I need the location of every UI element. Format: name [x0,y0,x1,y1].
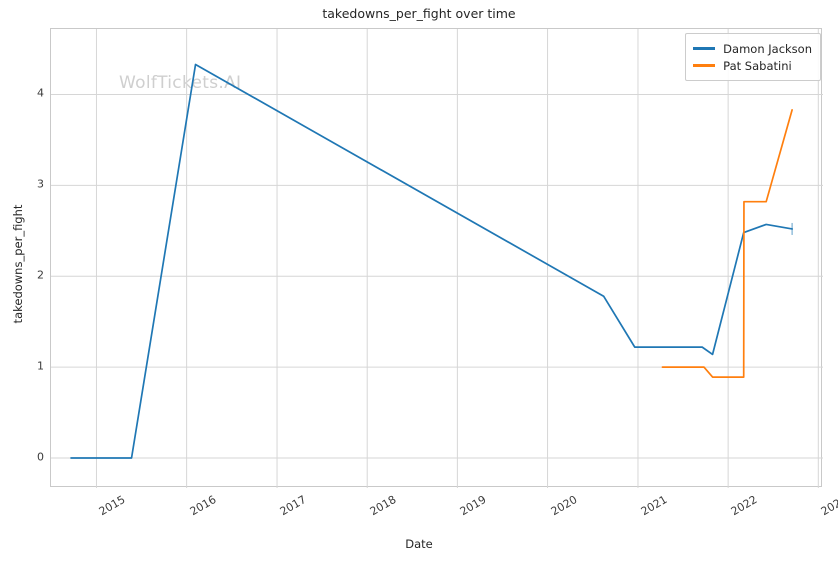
x-tick-label: 2016 [187,493,219,519]
legend-item[interactable]: Damon Jackson [693,40,812,57]
series-lines [70,63,793,459]
x-tick-label: 2018 [367,493,399,519]
x-tick-label: 2017 [277,493,309,519]
y-tick-label: 2 [37,268,44,282]
x-axis-label: Date [405,537,433,551]
legend-color-swatch [693,47,716,50]
x-tick-label: 2021 [638,493,670,519]
watermark: WolfTickets.AI [119,73,242,93]
x-tick-label: 2023 [819,493,838,519]
x-tick-label: 2022 [728,493,760,519]
x-tick-label: 2019 [458,493,489,519]
legend-item[interactable]: Pat Sabatini [693,57,812,74]
y-tick-label: 1 [37,359,44,373]
plot-area: WolfTickets.AI [50,28,823,488]
series-line [70,63,793,459]
series-line [661,109,793,378]
plot-svg [51,29,823,488]
chart-legend: Damon Jackson Pat Sabatini [685,33,821,81]
legend-color-swatch [693,64,716,67]
legend-label: Damon Jackson [723,41,812,56]
y-axis-ticks: 0 1 2 3 4 [0,0,44,561]
chart-title: takedowns_per_fight over time [322,6,516,21]
y-tick-label: 0 [37,450,44,464]
grid-lines [51,29,823,488]
legend-label: Pat Sabatini [723,58,792,73]
x-tick-label: 2015 [97,493,128,519]
y-tick-label: 4 [37,86,44,100]
x-tick-label: 2020 [548,493,580,519]
y-axis-label: takedowns_per_fight [11,204,25,324]
y-tick-label: 3 [37,177,44,191]
